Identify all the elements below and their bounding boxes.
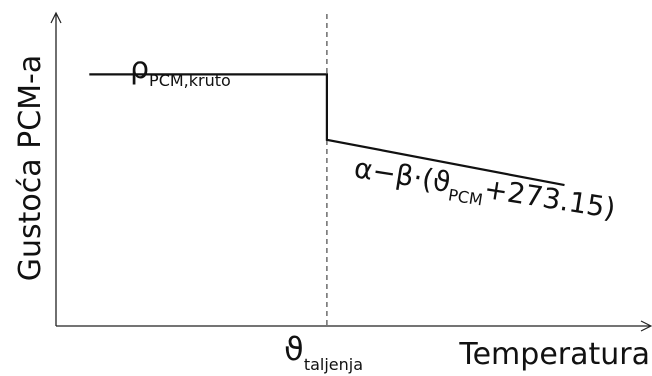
- liquid-density-formula: α−β·(ϑPCM+273.15): [351, 151, 618, 230]
- density-series-line: [89, 73, 565, 187]
- x-axis-title: Temperatura: [458, 337, 650, 372]
- svg-text:ρPCM,kruto: ρPCM,kruto: [130, 51, 231, 90]
- axes: [50, 11, 652, 332]
- x-axis-arrow-icon: [640, 320, 652, 332]
- y-axis-arrow-icon: [50, 11, 62, 24]
- solid-density-symbol: ρ: [130, 51, 149, 86]
- melting-point-label: ϑtaljenja: [284, 330, 363, 374]
- melting-subscript: taljenja: [304, 355, 363, 374]
- svg-text:ϑtaljenja: ϑtaljenja: [284, 330, 363, 374]
- melting-symbol: ϑ: [284, 330, 304, 368]
- formula-suffix: +273.15): [482, 172, 618, 225]
- formula-subscript: PCM: [447, 185, 484, 209]
- formula-prefix: α−β·(ϑ: [352, 151, 453, 199]
- solid-density-subscript: PCM,kruto: [149, 71, 231, 90]
- svg-text:α−β·(ϑPCM+273.15): α−β·(ϑPCM+273.15): [351, 151, 618, 230]
- y-axis-title: Gustoća PCM-a: [13, 55, 48, 282]
- solid-density-label: ρPCM,kruto: [130, 51, 231, 90]
